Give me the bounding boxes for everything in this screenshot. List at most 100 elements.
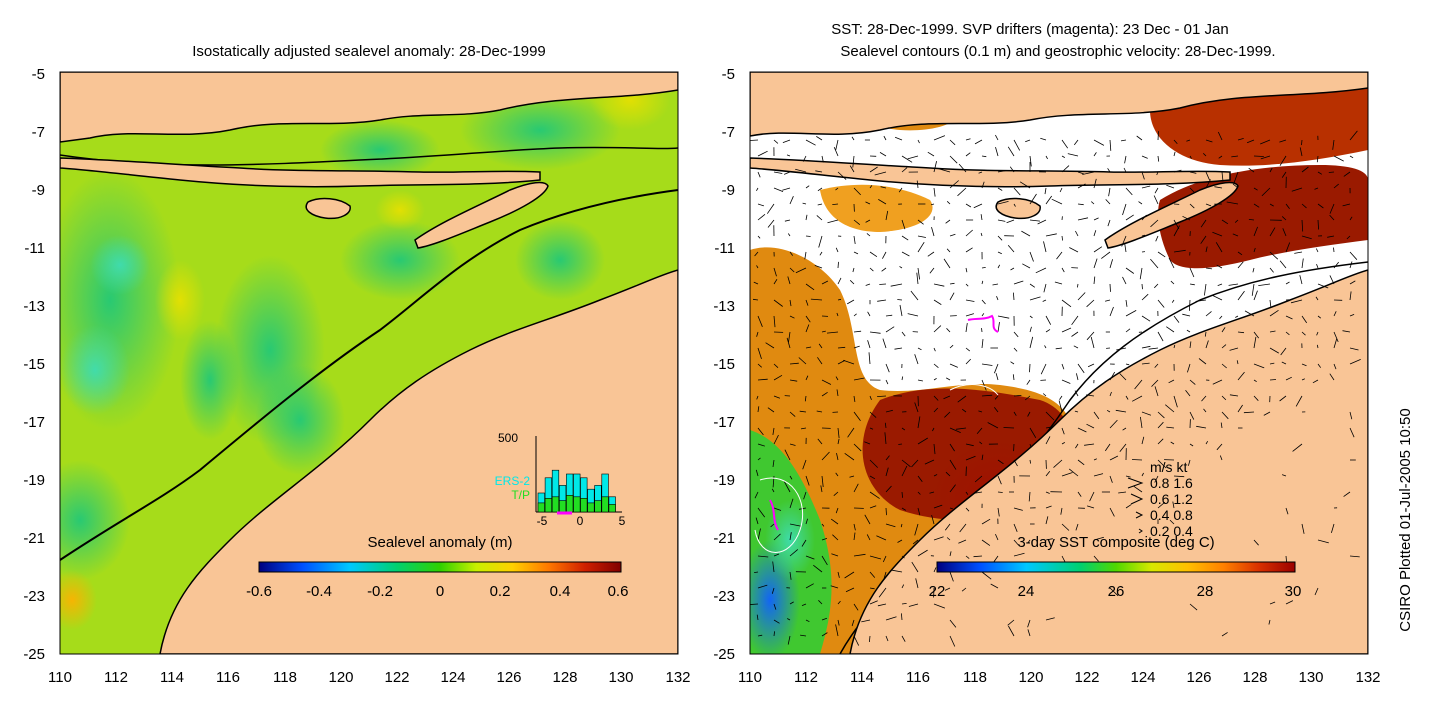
x-tick-label: 118	[963, 669, 987, 686]
left-x-axis: 110 112 114 116 118 120 122 124 126 128 …	[48, 669, 690, 686]
colorbar-tick-label: 0.4	[550, 583, 571, 600]
velocity-arrow	[886, 508, 887, 515]
x-tick-label: 128	[1242, 669, 1267, 686]
x-tick-label: 116	[906, 669, 930, 686]
colorbar-tick-label: 24	[1018, 583, 1035, 600]
histogram-ymax-label: 500	[498, 431, 518, 445]
left-y-axis: -5 -7 -9 -11 -13 -15 -17 -19 -21 -23 -25	[23, 66, 45, 663]
x-tick-label: 130	[1298, 669, 1323, 686]
y-tick-label: -17	[713, 414, 735, 431]
plot-credit-text: CSIRO Plotted 01-Jul-2005 10:50	[1397, 408, 1414, 631]
x-tick-label: 126	[1186, 669, 1211, 686]
histogram-bar-tp	[566, 495, 573, 512]
anomaly-blob	[180, 320, 240, 440]
x-tick-label: 126	[496, 669, 521, 686]
velocity-legend-row: 0.6 1.2	[1150, 491, 1193, 507]
x-tick-label: 124	[1130, 669, 1155, 686]
x-tick-label: 132	[1355, 669, 1380, 686]
right-x-axis: 110 112 114 116 118 120 122 124 126 128 …	[738, 669, 1380, 686]
anomaly-blob	[30, 460, 130, 580]
left-colorbar	[259, 562, 621, 572]
x-tick-label: 110	[738, 669, 762, 686]
histogram-bar-tp	[595, 501, 602, 512]
y-tick-label: -21	[23, 530, 45, 547]
histogram-legend-ers2: ERS-2	[495, 474, 531, 488]
anomaly-blob	[90, 235, 150, 295]
y-tick-label: -17	[23, 414, 45, 431]
y-tick-label: -7	[32, 124, 45, 141]
left-colorbar-label: Sealevel anomaly (m)	[367, 534, 512, 551]
colorbar-tick-label: 28	[1197, 583, 1214, 600]
histogram-x-tick: 5	[619, 514, 626, 528]
y-tick-label: -9	[32, 182, 45, 199]
velocity-arrow	[1142, 284, 1143, 289]
velocity-legend-row: 0.4 0.8	[1150, 507, 1193, 523]
y-tick-label: -21	[713, 530, 735, 547]
velocity-arrow	[750, 140, 758, 141]
colorbar-tick-label: -0.4	[306, 583, 332, 600]
x-tick-label: 112	[794, 669, 818, 686]
anomaly-blob	[60, 325, 130, 415]
y-tick-label: -11	[24, 240, 45, 257]
velocity-arrow	[982, 328, 983, 332]
velocity-legend-row: 0.8 1.6	[1150, 475, 1193, 491]
x-tick-label: 110	[48, 669, 72, 686]
velocity-arrow	[1004, 428, 1015, 429]
right-colorbar-label: 3-day SST composite (deg C)	[1017, 534, 1214, 551]
histogram-bar-tp	[559, 501, 566, 512]
colorbar-tick-label: 26	[1108, 583, 1125, 600]
velocity-arrow	[898, 444, 902, 445]
x-tick-label: 124	[440, 669, 465, 686]
velocity-arrow	[1132, 460, 1142, 461]
anomaly-blob	[375, 190, 425, 230]
anomaly-blob	[515, 220, 605, 300]
histogram-bar-tp	[552, 497, 559, 512]
x-tick-label: 118	[273, 669, 297, 686]
y-tick-label: -19	[23, 472, 45, 489]
velocity-arrow	[1030, 364, 1031, 372]
velocity-arrow	[998, 492, 1003, 493]
histogram-bar-tp	[581, 498, 588, 512]
velocity-arrow	[1254, 156, 1264, 157]
y-tick-label: -23	[23, 588, 45, 605]
y-tick-label: -25	[23, 646, 45, 663]
x-tick-label: 114	[850, 669, 874, 686]
velocity-arrow	[1158, 131, 1159, 140]
histogram-bar-tp	[588, 503, 595, 512]
y-tick-label: -5	[32, 66, 45, 83]
histogram-legend-tp: T/P	[511, 488, 530, 502]
y-tick-label: -19	[713, 472, 735, 489]
x-tick-label: 120	[1018, 669, 1043, 686]
y-tick-label: -15	[23, 356, 45, 373]
x-tick-label: 120	[328, 669, 353, 686]
histogram-bar-tp	[609, 504, 616, 512]
anomaly-blob	[155, 260, 205, 340]
right-panel-title-line1: SST: 28-Dec-1999. SVP drifters (magenta)…	[831, 21, 1228, 38]
histogram-x-tick: -5	[537, 514, 548, 528]
velocity-arrow	[1110, 284, 1111, 292]
velocity-arrow	[879, 284, 886, 285]
histogram-x-tick: 0	[577, 514, 584, 528]
y-tick-label: -15	[713, 356, 735, 373]
y-tick-label: -25	[713, 646, 735, 663]
right-panel-title-line2: Sealevel contours (0.1 m) and geostrophi…	[840, 43, 1275, 60]
colorbar-tick-label: 0	[436, 583, 444, 600]
x-tick-label: 122	[384, 669, 409, 686]
histogram-bar-tp	[602, 497, 609, 512]
y-tick-label: -5	[722, 66, 735, 83]
velocity-arrow	[1329, 172, 1334, 173]
histogram-bar-tp	[538, 503, 545, 512]
colorbar-tick-label: -0.6	[246, 583, 272, 600]
x-tick-label: 128	[552, 669, 577, 686]
velocity-legend-header: m/s kt	[1150, 459, 1187, 475]
histogram-bar-tp	[574, 497, 581, 512]
anomaly-blob	[47, 570, 97, 630]
colorbar-tick-label: 30	[1285, 583, 1302, 600]
y-tick-label: -9	[722, 182, 735, 199]
velocity-arrow	[1270, 380, 1276, 381]
x-tick-label: 116	[216, 669, 240, 686]
colorbar-tick-label: 0.2	[490, 583, 511, 600]
y-tick-label: -23	[713, 588, 735, 605]
x-tick-label: 130	[608, 669, 633, 686]
